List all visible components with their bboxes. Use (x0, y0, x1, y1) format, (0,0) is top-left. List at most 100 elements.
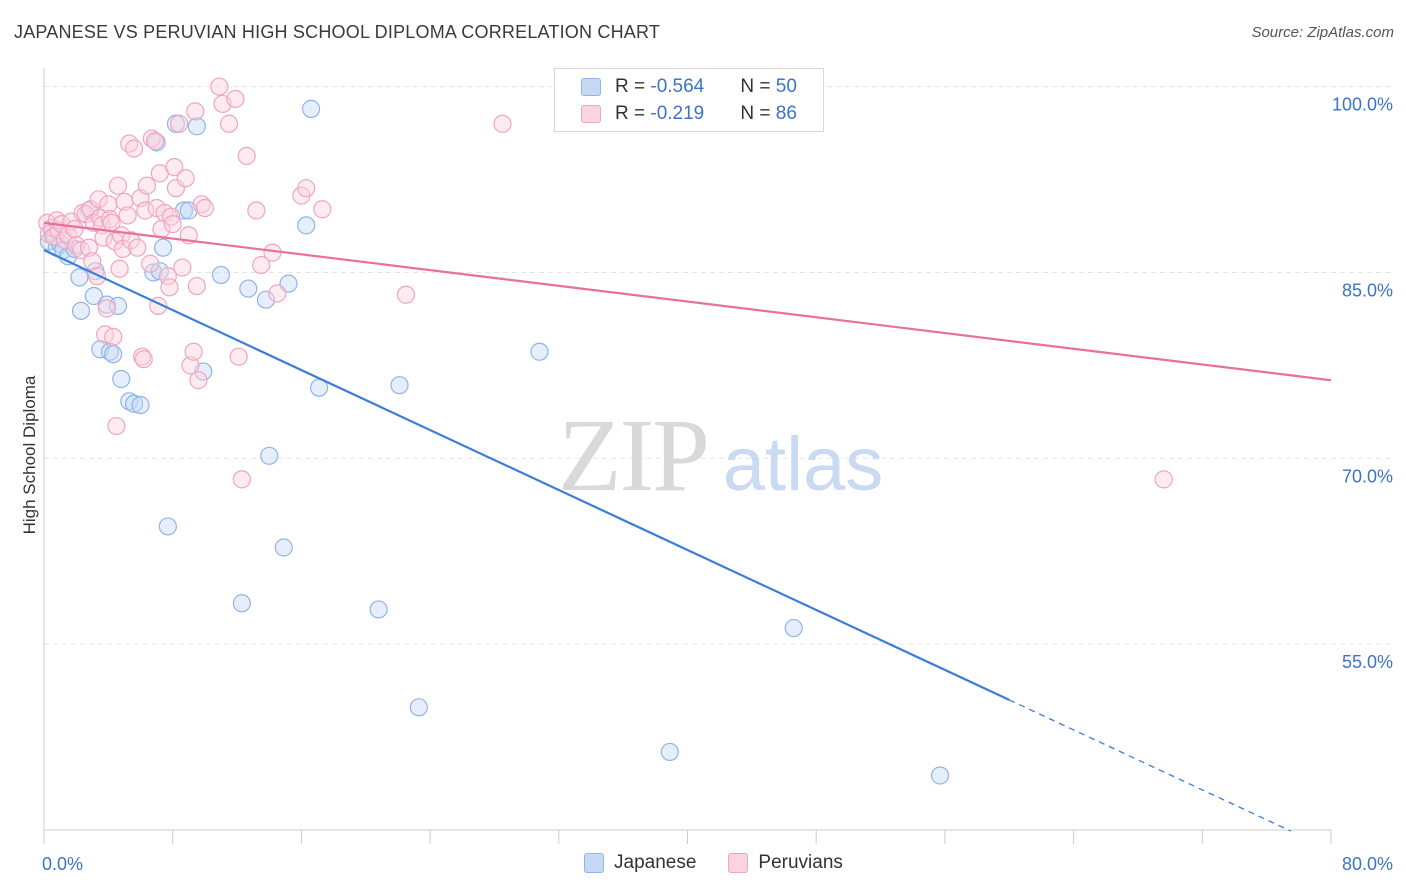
legend-swatch-peruvians (581, 105, 601, 123)
point-japanese (112, 369, 131, 389)
point-peruvians (89, 190, 108, 209)
source-credit: Source: ZipAtlas.com (1251, 24, 1394, 41)
y-tick-label: 55.0% (1342, 652, 1393, 672)
point-peruvians (163, 215, 182, 234)
point-peruvians (121, 231, 140, 250)
point-japanese (301, 99, 321, 118)
point-peruvians (189, 371, 208, 390)
point-peruvians (186, 102, 205, 121)
point-japanese (70, 268, 89, 287)
point-peruvians (166, 179, 186, 198)
point-peruvians (141, 254, 160, 273)
point-peruvians (165, 158, 184, 177)
legend-n-value: 50 (775, 76, 797, 97)
trend-lines (43, 221, 1332, 832)
point-japanese (239, 279, 258, 298)
legend-swatch-japanese (581, 78, 601, 96)
point-japanese (71, 301, 91, 320)
point-peruvians (219, 114, 239, 133)
trend-line-extension-japanese (1008, 699, 1292, 832)
legend-item-japanese[interactable]: Japanese (584, 852, 696, 874)
trend-line-peruvians (43, 221, 1332, 382)
point-japanese (409, 698, 428, 717)
point-peruvians (97, 299, 116, 318)
point-japanese (104, 345, 123, 364)
tick-labels: 55.0% 70.0% 85.0% 100.0% 0.0% 80.0% (42, 95, 1393, 874)
point-japanese (124, 394, 144, 413)
point-japanese (369, 600, 388, 619)
legend-swatch-japanese (584, 853, 604, 873)
legend-item-peruvians[interactable]: Peruvians (728, 852, 843, 874)
point-peruvians (87, 267, 107, 286)
point-peruvians (297, 179, 316, 198)
point-peruvians (252, 255, 271, 275)
stats-legend: R = -0.564 N = 50 R = -0.219 N = 86 (554, 68, 824, 132)
point-peruvians (136, 201, 155, 220)
watermark-atlas: atlas (723, 422, 884, 507)
point-peruvians (396, 285, 416, 304)
legend-r-label: R = (615, 76, 651, 97)
point-peruvians (107, 416, 126, 436)
point-peruvians (184, 342, 203, 361)
point-japanese (187, 117, 206, 136)
y-tick-label: 100.0% (1332, 95, 1393, 115)
point-japanese (274, 538, 293, 557)
point-peruvians (91, 208, 110, 228)
point-japanese (84, 286, 103, 306)
point-peruvians (145, 132, 165, 151)
legend-swatch-peruvians (728, 853, 749, 873)
point-peruvians (232, 470, 251, 489)
watermark: ZIP atlas (558, 398, 883, 513)
point-peruvians (118, 206, 137, 225)
point-peruvians (137, 176, 157, 195)
point-peruvians (142, 129, 161, 148)
axes (43, 68, 1332, 844)
point-peruvians (134, 350, 153, 369)
point-peruvians (493, 114, 512, 133)
point-peruvians (124, 139, 144, 158)
point-peruvians (160, 278, 179, 297)
gridlines (44, 86, 1390, 645)
point-japanese (100, 342, 120, 361)
point-japanese (390, 376, 409, 395)
trend-line-japanese (43, 249, 1010, 701)
point-peruvians (226, 89, 245, 109)
point-peruvians (120, 134, 139, 153)
point-japanese (232, 594, 251, 613)
point-peruvians (110, 259, 129, 278)
point-japanese (530, 342, 549, 361)
point-peruvians (229, 347, 248, 366)
point-japanese (784, 618, 803, 638)
point-peruvians (79, 238, 99, 257)
point-japanese (158, 517, 177, 536)
legend-label-peruvians: Peruvians (758, 852, 843, 873)
point-japanese (260, 446, 279, 465)
chart-title: JAPANESE VS PERUVIAN HIGH SCHOOL DIPLOMA… (14, 22, 661, 42)
point-peruvians (210, 77, 229, 96)
point-peruvians (108, 176, 128, 195)
legend-r-value: -0.564 (650, 76, 705, 97)
legend-r-value: -0.219 (650, 103, 705, 124)
watermark-zip: ZIP (558, 398, 708, 513)
legend-row-peruvians: R = -0.219 N = 86 (581, 101, 797, 127)
point-peruvians (1154, 470, 1173, 489)
legend-n-value: 86 (775, 103, 797, 124)
y-axis-label: High School Diploma (20, 375, 39, 535)
point-japanese (256, 290, 276, 309)
legend-label-japanese: Japanese (614, 852, 697, 873)
point-peruvians (237, 146, 256, 166)
point-peruvians (247, 201, 266, 220)
x-tick-label-max: 80.0% (1342, 854, 1393, 874)
series-legend: Japanese Peruvians (584, 852, 875, 874)
point-peruvians (104, 327, 123, 346)
point-japanese (131, 395, 150, 415)
point-japanese (930, 766, 950, 785)
legend-n-label: N = (740, 76, 776, 97)
legend-n-label: N = (740, 103, 776, 124)
point-peruvians (173, 258, 192, 277)
point-japanese (297, 216, 316, 235)
point-peruvians (170, 114, 189, 133)
point-peruvians (176, 169, 195, 188)
y-tick-label: 70.0% (1342, 466, 1393, 486)
